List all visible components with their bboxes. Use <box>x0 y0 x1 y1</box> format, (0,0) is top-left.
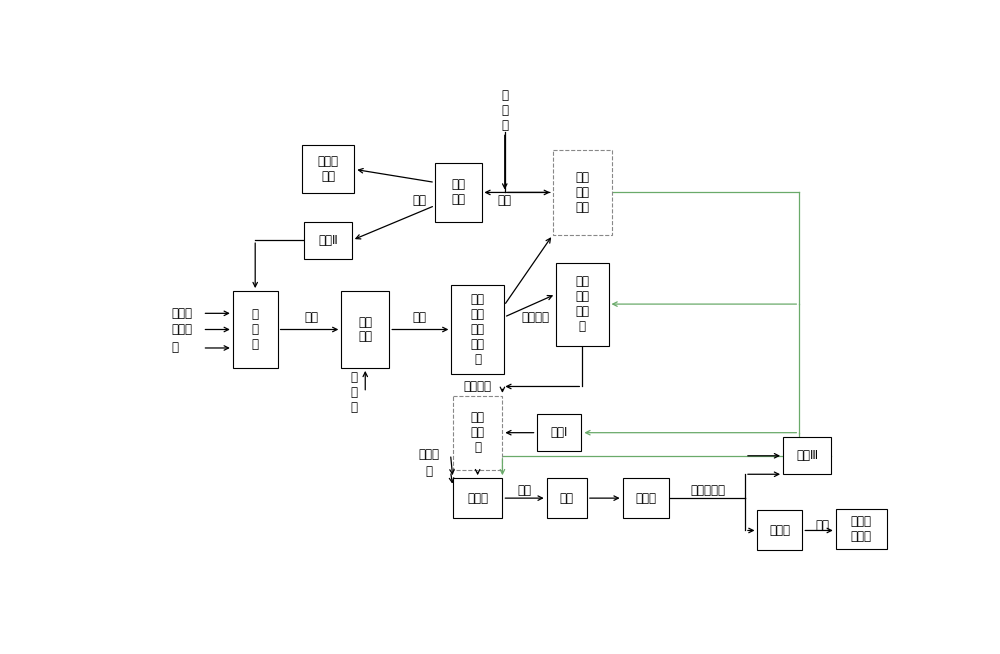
Text: 母液Ⅰ: 母液Ⅰ <box>550 426 568 439</box>
Bar <box>553 150 612 235</box>
Text: 碳酸钠: 碳酸钠 <box>418 448 439 460</box>
Text: 加热: 加热 <box>517 484 531 497</box>
Text: 重溶解: 重溶解 <box>467 492 488 505</box>
Bar <box>341 291 389 368</box>
Text: 粗品
硝酸
钾晶
体: 粗品 硝酸 钾晶 体 <box>575 275 589 333</box>
Bar <box>537 414 581 451</box>
Text: 泡沫分离: 泡沫分离 <box>464 380 492 393</box>
Text: 含氯
化铵
母液: 含氯 化铵 母液 <box>575 171 589 214</box>
Text: 反
应
液: 反 应 液 <box>252 308 259 351</box>
Bar <box>836 509 887 549</box>
Text: 冷却
结晶: 冷却 结晶 <box>451 179 465 207</box>
Text: 水: 水 <box>172 341 178 354</box>
Text: 氯化铵
晶体: 氯化铵 晶体 <box>318 156 339 183</box>
Bar <box>233 291 278 368</box>
Bar <box>435 164 482 222</box>
Bar <box>757 511 802 551</box>
Text: 氯化钾: 氯化钾 <box>172 323 192 336</box>
Bar <box>453 396 502 470</box>
Text: 加热: 加热 <box>304 311 318 324</box>
Text: 硝
酸
铵: 硝 酸 铵 <box>501 90 508 132</box>
Bar <box>453 478 502 518</box>
Text: 蒸发
浓缩: 蒸发 浓缩 <box>358 315 372 343</box>
Bar <box>783 438 831 474</box>
Text: 母液Ⅱ: 母液Ⅱ <box>318 233 338 247</box>
Text: 硝酸铵: 硝酸铵 <box>172 307 192 320</box>
Text: 硝酸钾: 硝酸钾 <box>769 524 790 537</box>
Text: 水: 水 <box>425 465 432 477</box>
Text: 析出
硝酸
钾品
体母
液: 析出 硝酸 钾品 体母 液 <box>471 293 485 366</box>
Text: 母液Ⅲ: 母液Ⅲ <box>796 449 818 462</box>
Text: 冷却: 冷却 <box>413 311 426 324</box>
Text: 浓缩: 浓缩 <box>560 492 574 505</box>
Text: 离心、分离: 离心、分离 <box>690 484 725 497</box>
Text: 工业级
硝酸钾: 工业级 硝酸钾 <box>851 515 872 543</box>
Text: 加热: 加热 <box>498 194 512 207</box>
Text: 重结晶: 重结晶 <box>635 492 656 505</box>
Bar <box>304 222 352 259</box>
Bar <box>556 262 609 346</box>
Bar <box>547 478 587 518</box>
Text: 粗品
硝酸
钾: 粗品 硝酸 钾 <box>471 411 485 454</box>
Bar <box>302 145 354 193</box>
Text: 浮
选
药: 浮 选 药 <box>350 371 357 414</box>
Bar <box>623 478 669 518</box>
Text: 泡沫分离: 泡沫分离 <box>522 311 550 324</box>
Bar <box>451 285 504 374</box>
Text: 分离: 分离 <box>413 194 426 207</box>
Text: 干燥: 干燥 <box>816 519 830 532</box>
